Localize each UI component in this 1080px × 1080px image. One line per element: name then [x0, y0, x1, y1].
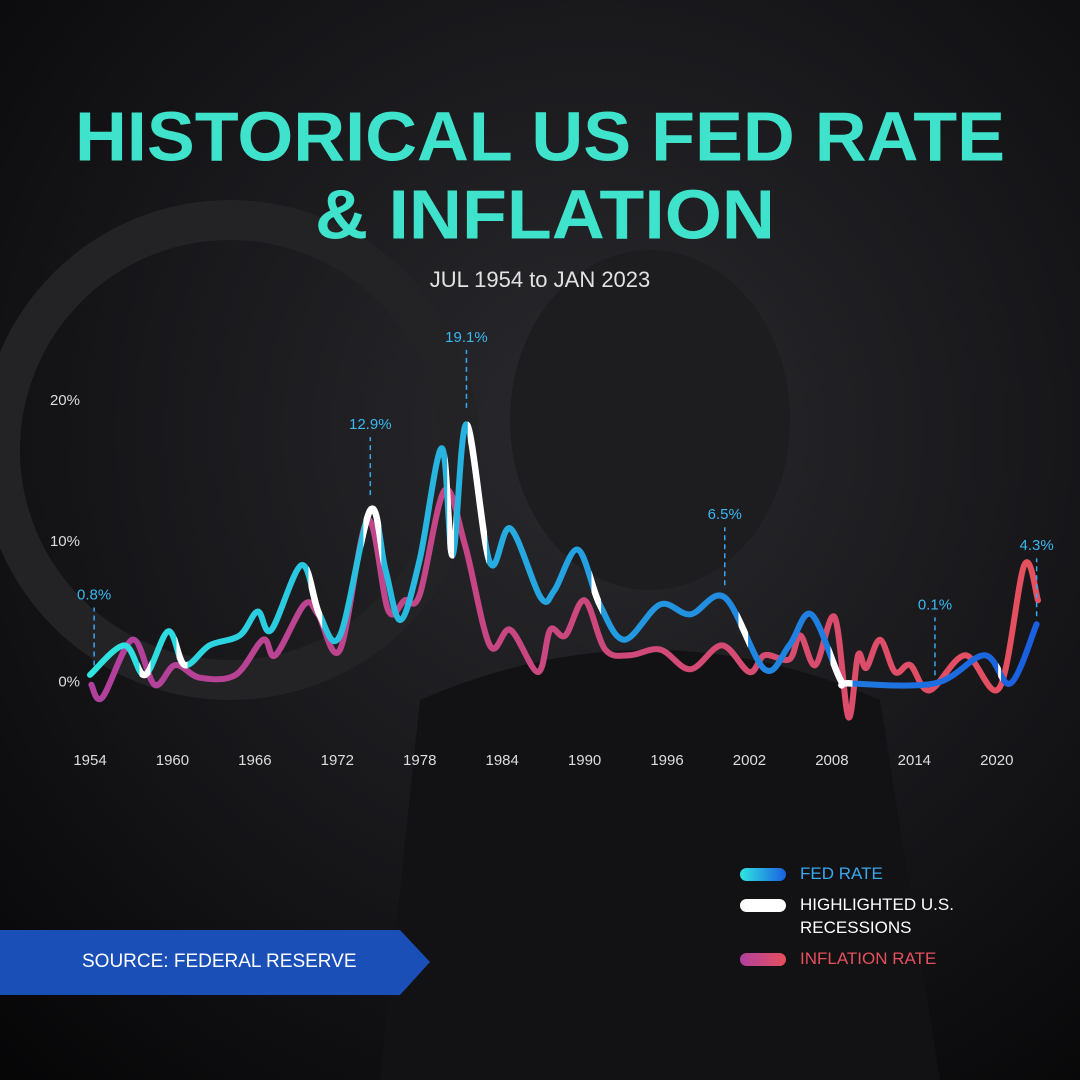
x-tick-label: 1954 — [73, 752, 106, 769]
figure-decoration — [380, 650, 940, 1080]
y-tick-label: 10% — [50, 533, 80, 550]
source: SOURCE: FEDERAL RESERVE — [82, 951, 357, 972]
x-tick-label: 1972 — [321, 752, 354, 769]
subtitle: JUL 1954 to JAN 2023 — [430, 267, 651, 292]
legend-item: FED RATE — [740, 864, 1060, 885]
legend-label: HIGHLIGHTED U.S. RECESSIONS — [800, 895, 954, 937]
annotation-label: 0.8% — [77, 586, 111, 603]
x-tick-label: 2008 — [815, 752, 848, 769]
legend-item: INFLATION RATE — [740, 949, 1060, 970]
x-tick-label: 1984 — [485, 752, 518, 769]
source-banner — [0, 930, 430, 995]
x-tick-label: 1960 — [156, 752, 189, 769]
annotation-label: 6.5% — [708, 506, 742, 523]
legend-swatch — [740, 899, 786, 912]
x-tick-label: 1978 — [403, 752, 436, 769]
annotation-label: 12.9% — [349, 416, 392, 433]
x-tick-label: 1990 — [568, 752, 601, 769]
y-tick-label: 20% — [50, 392, 80, 409]
x-tick-label: 2020 — [980, 752, 1013, 769]
annotation-label: 19.1% — [445, 329, 488, 346]
legend-label: FED RATE — [800, 864, 883, 883]
x-tick-label: 1966 — [238, 752, 271, 769]
x-tick-label: 2014 — [898, 752, 931, 769]
x-tick-label: 2002 — [733, 752, 766, 769]
title-line: & INFLATION — [315, 175, 775, 253]
legend-label: INFLATION RATE — [800, 949, 937, 968]
legend: FED RATE HIGHLIGHTED U.S. RECESSIONS INF… — [740, 864, 1060, 982]
title-line: HISTORICAL US FED RATE — [75, 97, 1005, 175]
x-tick-label: 1996 — [650, 752, 683, 769]
recession-highlight — [467, 421, 488, 564]
legend-swatch — [740, 953, 786, 966]
annotation-label: 4.3% — [1020, 537, 1054, 554]
y-tick-label: 0% — [58, 674, 80, 691]
legend-item: HIGHLIGHTED U.S. RECESSIONS — [740, 895, 1060, 939]
figure-decoration — [510, 250, 790, 590]
series-line — [88, 486, 1041, 721]
legend-swatch — [740, 868, 786, 881]
annotation-label: 0.1% — [918, 596, 952, 613]
